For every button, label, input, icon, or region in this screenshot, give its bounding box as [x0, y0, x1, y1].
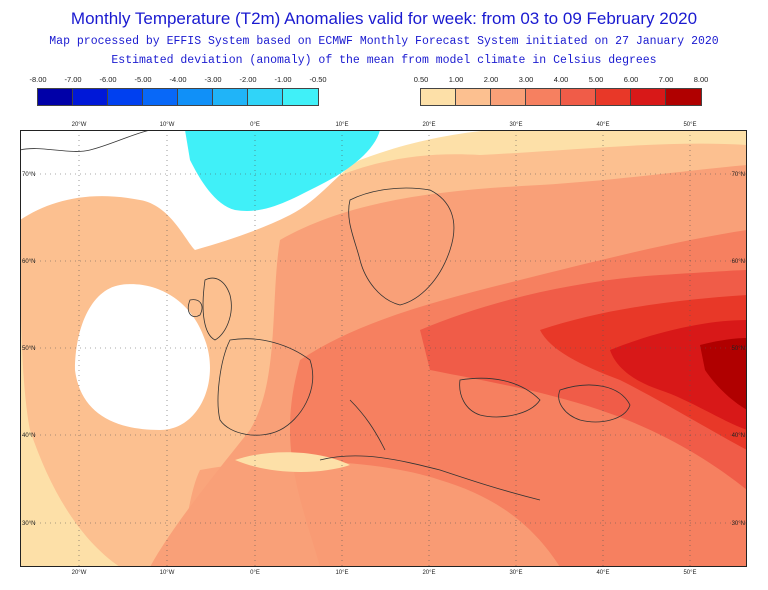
graticule-label: 50°N	[732, 346, 745, 352]
legend-tick-label: -6.00	[99, 75, 117, 84]
legend-tick-label: 8.00	[693, 75, 709, 84]
graticule-label: 0°E	[250, 570, 260, 576]
graticule-label: 40°N	[732, 433, 745, 439]
legend-swatch	[456, 89, 491, 105]
coastlines	[20, 130, 631, 501]
legend-swatch	[666, 89, 701, 105]
no-anomaly-area-atlantic	[75, 284, 210, 430]
legend-tick-label: 6.00	[623, 75, 639, 84]
graticule-label: 40°E	[596, 570, 609, 576]
graticule-label: 50°E	[683, 570, 696, 576]
longitude-labels-top: 20°W 10°W 0°E 10°E 20°E 30°E 40°E 50°E	[72, 122, 697, 128]
graticule-label: 40°E	[596, 122, 609, 128]
legend-tick-label: -2.00	[239, 75, 257, 84]
legend-tick-label: 4.00	[553, 75, 569, 84]
legend-swatch	[596, 89, 631, 105]
legend-positive-ticks: 0.50 1.00 2.00 3.00 4.00 5.00 6.00 7.00 8.00	[414, 75, 720, 87]
legend-swatch	[143, 89, 178, 105]
latitude-labels-left: 70°N 60°N 50°N 40°N 30°N	[22, 172, 35, 527]
graticule-label: 70°N	[732, 172, 745, 178]
legend-tick-label: 2.00	[483, 75, 499, 84]
map-title: Monthly Temperature (T2m) Anomalies vali…	[70, 9, 698, 28]
graticule-label: 0°E	[250, 122, 260, 128]
legend-swatch	[213, 89, 248, 105]
legend-swatch	[421, 89, 456, 105]
graticule-label: 20°W	[72, 570, 87, 576]
anomaly-band-0-5-south	[235, 452, 350, 472]
graticule-label: 50°E	[683, 122, 696, 128]
graticule-label: 60°N	[732, 259, 745, 265]
legend-tick-label: -5.00	[134, 75, 152, 84]
legend-swatch	[631, 89, 666, 105]
anomaly-band-2-south	[180, 461, 560, 567]
map-frame	[20, 130, 747, 567]
legend-tick-label: -1.00	[274, 75, 292, 84]
latitude-labels-right: 70°N 60°N 50°N 40°N 30°N	[732, 172, 745, 527]
negative-anomaly-area	[185, 130, 380, 211]
legend-swatch	[178, 89, 213, 105]
legend-swatch	[526, 89, 561, 105]
anomaly-band-7	[700, 338, 747, 410]
legend-swatch	[561, 89, 596, 105]
legend-swatch	[283, 89, 318, 105]
legend-tick-label: -3.00	[204, 75, 222, 84]
legend-swatch	[491, 89, 526, 105]
legend-tick-label: 7.00	[658, 75, 674, 84]
legend-negative-colorbar	[37, 88, 319, 106]
graticule-label: 50°N	[22, 346, 35, 352]
graticule	[20, 130, 747, 567]
graticule-label: 10°W	[160, 570, 175, 576]
legend-swatch	[248, 89, 283, 105]
graticule-label: 20°E	[422, 570, 435, 576]
graticule-label: 30°E	[509, 570, 522, 576]
graticule-label: 70°N	[22, 172, 35, 178]
legend-tick-label: -0.50	[309, 75, 327, 84]
graticule-label: 60°N	[22, 259, 35, 265]
graticule-label: 10°E	[335, 122, 348, 128]
legend-positive-anomaly: 0.50 1.00 2.00 3.00 4.00 5.00 6.00 7.00 8.00	[414, 75, 720, 107]
legend-tick-label: -4.00	[169, 75, 187, 84]
legend-tick-label: 3.00	[518, 75, 534, 84]
graticule-label: 20°W	[72, 122, 87, 128]
legend-swatch	[73, 89, 108, 105]
legend-positive-colorbar	[420, 88, 702, 106]
legend-tick-label: -7.00	[64, 75, 82, 84]
legend-tick-label: 1.00	[448, 75, 464, 84]
legend-swatch	[38, 89, 73, 105]
map-subtitle-units: Estimated deviation (anomaly) of the mea…	[111, 54, 657, 67]
map-subtitle-processing: Map processed by EFFIS System based on E…	[49, 35, 719, 48]
longitude-labels-bottom: 20°W 10°W 0°E 10°E 20°E 30°E 40°E 50°E	[72, 570, 697, 576]
legend-tick-label: 5.00	[588, 75, 604, 84]
legend-swatch	[108, 89, 143, 105]
graticule-label: 30°N	[732, 521, 745, 527]
legend-tick-label: 0.50	[413, 75, 429, 84]
graticule-label: 10°W	[160, 122, 175, 128]
legend-negative-anomaly: -8.00 -7.00 -6.00 -5.00 -4.00 -3.00 -2.00 -1.00…	[29, 75, 337, 107]
graticule-label: 40°N	[22, 433, 35, 439]
legend-tick-label: -8.00	[29, 75, 47, 84]
legend-negative-ticks: -8.00 -7.00 -6.00 -5.00 -4.00 -3.00 -2.00 -1.00…	[29, 75, 337, 87]
graticule-label: 10°E	[335, 570, 348, 576]
anomaly-map: 20°W 10°W 0°E 10°E 20°E 30°E 40°E 50°E 20°W 10°W…	[20, 122, 747, 576]
graticule-label: 20°E	[422, 122, 435, 128]
graticule-label: 30°E	[509, 122, 522, 128]
graticule-label: 30°N	[22, 521, 35, 527]
